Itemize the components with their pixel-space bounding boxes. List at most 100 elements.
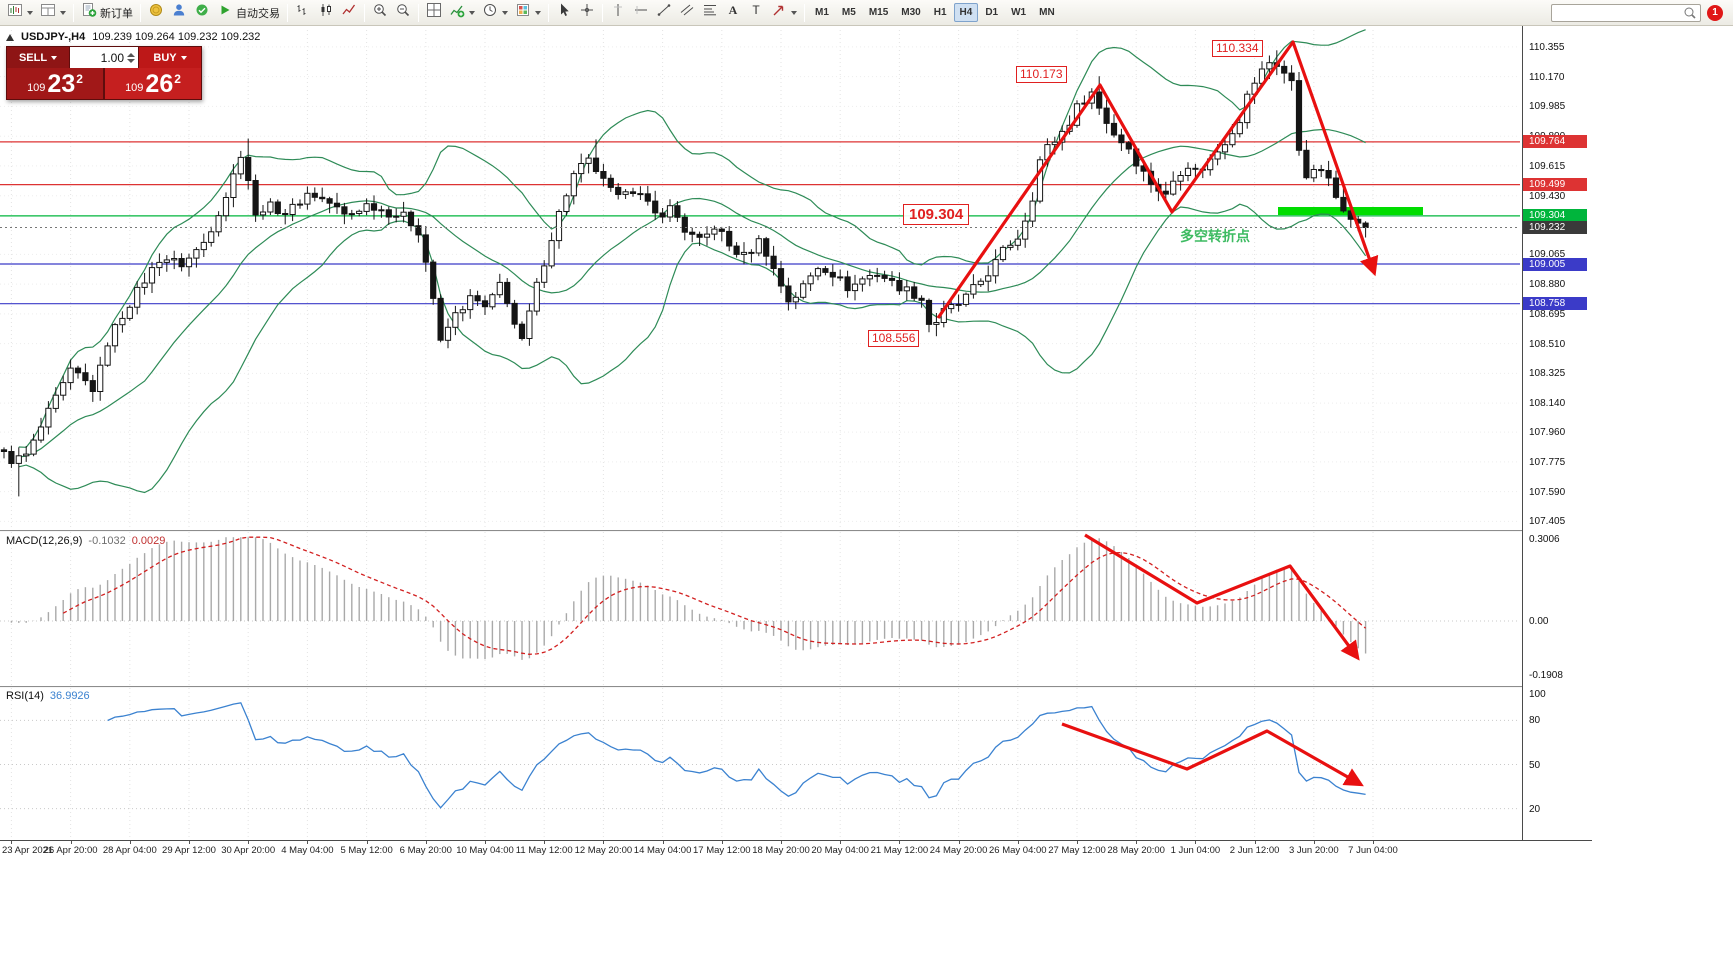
- chart-annotation-label[interactable]: 108.556: [868, 330, 920, 347]
- indicators-button[interactable]: [446, 2, 478, 24]
- coin-button[interactable]: [145, 2, 167, 24]
- time-tick: [1017, 841, 1019, 844]
- chevron-down-icon: [791, 10, 797, 15]
- turning-point-note[interactable]: 多空转折点: [1180, 228, 1250, 244]
- time-label: 12 May 20:00: [574, 845, 633, 856]
- time-tick: [958, 841, 960, 844]
- grid: [0, 30, 1520, 838]
- zoom-out-button[interactable]: [392, 2, 414, 24]
- periods-icon: [482, 2, 498, 23]
- arrows-button[interactable]: [768, 2, 800, 24]
- timeframe-w1[interactable]: W1: [1011, 7, 1027, 18]
- tile-windows-button[interactable]: [423, 2, 445, 24]
- time-tick: [1195, 841, 1197, 844]
- timeframe-h1[interactable]: H1: [933, 7, 947, 18]
- zoom-out-icon: [395, 2, 411, 23]
- price-tick: 108.140: [1529, 398, 1566, 410]
- candles-chart-button[interactable]: [315, 2, 337, 24]
- notification-badge[interactable]: 1: [1707, 4, 1723, 21]
- time-axis[interactable]: 23 Apr 2021 26 Apr 20:00 28 Apr 04:00 29 Ap…: [0, 840, 1592, 860]
- toolbar-separator: [287, 3, 288, 22]
- price-axis[interactable]: 110.355110.170109.985109.800109.615109.4…: [1522, 26, 1592, 840]
- chevron-down-icon: [469, 10, 475, 15]
- time-label: 24 May 20:00: [929, 845, 988, 856]
- vline-icon: [610, 2, 626, 23]
- trend-arrow-rsi[interactable]: [1061, 722, 1364, 787]
- trendline-button[interactable]: [653, 2, 675, 24]
- buy-button[interactable]: BUY: [139, 47, 201, 68]
- text-button[interactable]: A: [722, 2, 744, 24]
- time-label: 26 Apr 20:00: [43, 845, 98, 856]
- chart-annotation-label[interactable]: 110.173: [1016, 66, 1067, 83]
- timeframe-mn[interactable]: MN: [1039, 7, 1055, 18]
- price-tick: 107.960: [1529, 427, 1566, 439]
- toolbar: 新订单 自动交易 A T M1 M5 M15 M30 H1 H4 D1 W1 MN 1: [0, 0, 1733, 26]
- chart-annotation-label[interactable]: 109.304: [903, 204, 970, 225]
- text-icon: A: [725, 2, 741, 23]
- new-chart-button[interactable]: [4, 2, 36, 24]
- time-label: 1 Jun 04:00: [1170, 845, 1221, 856]
- toolbar-separator: [548, 3, 549, 22]
- search-input[interactable]: [1551, 4, 1701, 22]
- timeframe-h4[interactable]: H4: [953, 3, 979, 22]
- price-tick: 109.985: [1529, 101, 1566, 113]
- chart-annotation-label[interactable]: 110.334: [1212, 40, 1263, 57]
- sell-button[interactable]: SELL: [7, 47, 69, 68]
- candles-series: [0, 50, 1369, 497]
- timeframe-m15[interactable]: M15: [868, 7, 889, 18]
- new-order-button[interactable]: 新订单: [78, 2, 136, 24]
- chevron-down-icon: [535, 10, 541, 15]
- price-tick: 107.590: [1529, 486, 1566, 498]
- price-tick: 108.325: [1529, 368, 1566, 380]
- channel-button[interactable]: [676, 2, 698, 24]
- zoom-in-button[interactable]: [369, 2, 391, 24]
- chevron-down-icon: [180, 55, 187, 60]
- templates-button[interactable]: [512, 2, 544, 24]
- trend-arrow-main[interactable]: [936, 40, 1379, 319]
- fibonacci-button[interactable]: [699, 2, 721, 24]
- toolbar-separator: [364, 3, 365, 22]
- time-tick: [11, 841, 13, 844]
- bars-chart-button[interactable]: [292, 2, 314, 24]
- time-tick: [485, 841, 486, 844]
- hline-button[interactable]: [630, 2, 652, 24]
- price-tag: 109.005: [1523, 257, 1587, 271]
- vline-button[interactable]: [607, 2, 629, 24]
- line-chart-button[interactable]: [338, 2, 360, 24]
- toolbar-separator: [418, 3, 419, 22]
- time-tick: [129, 841, 131, 844]
- timeframe-m5[interactable]: M5: [841, 7, 856, 18]
- time-label: 11 May 12:00: [515, 845, 573, 856]
- text-label-button[interactable]: T: [745, 2, 767, 24]
- community-button[interactable]: [191, 2, 213, 24]
- time-tick: [721, 841, 723, 844]
- time-label: 18 May 20:00: [752, 845, 810, 856]
- user-button[interactable]: [168, 2, 190, 24]
- timeframe-m30[interactable]: M30: [901, 7, 921, 18]
- autotrading-button[interactable]: 自动交易: [214, 2, 283, 24]
- time-tick: [248, 841, 250, 844]
- price-tick: 110.355: [1529, 41, 1565, 53]
- price-tag: 108.758: [1523, 297, 1587, 311]
- timeframe-d1[interactable]: D1: [985, 7, 999, 18]
- periods-button[interactable]: [479, 2, 511, 24]
- sell-price[interactable]: 109 23 2: [7, 68, 105, 99]
- crosshair-button[interactable]: [576, 2, 598, 24]
- price-tick: 110.170: [1529, 71, 1565, 83]
- macd-axis-tick: 0.00: [1529, 616, 1549, 627]
- volume-stepper[interactable]: [127, 52, 135, 63]
- timeframe-m1[interactable]: M1: [815, 7, 829, 18]
- fibonacci-icon: [702, 2, 718, 23]
- price-tick: 108.695: [1529, 308, 1566, 320]
- cursor-button[interactable]: [553, 2, 575, 24]
- profiles-button[interactable]: [37, 2, 69, 24]
- trend-arrow-macd[interactable]: [1084, 533, 1360, 661]
- search-icon[interactable]: [1682, 5, 1698, 26]
- indicators-icon: [449, 2, 465, 23]
- chart-overlay: USDJPY-,H4 109.239 109.264 109.232 109.2…: [0, 26, 1592, 860]
- time-label: 10 May 04:00: [456, 845, 514, 856]
- macd-signal-line: [62, 536, 1367, 655]
- volume-input[interactable]: 1.00: [69, 47, 139, 68]
- buy-price[interactable]: 109 26 2: [105, 68, 201, 99]
- oct-collapse-icon[interactable]: [6, 33, 14, 41]
